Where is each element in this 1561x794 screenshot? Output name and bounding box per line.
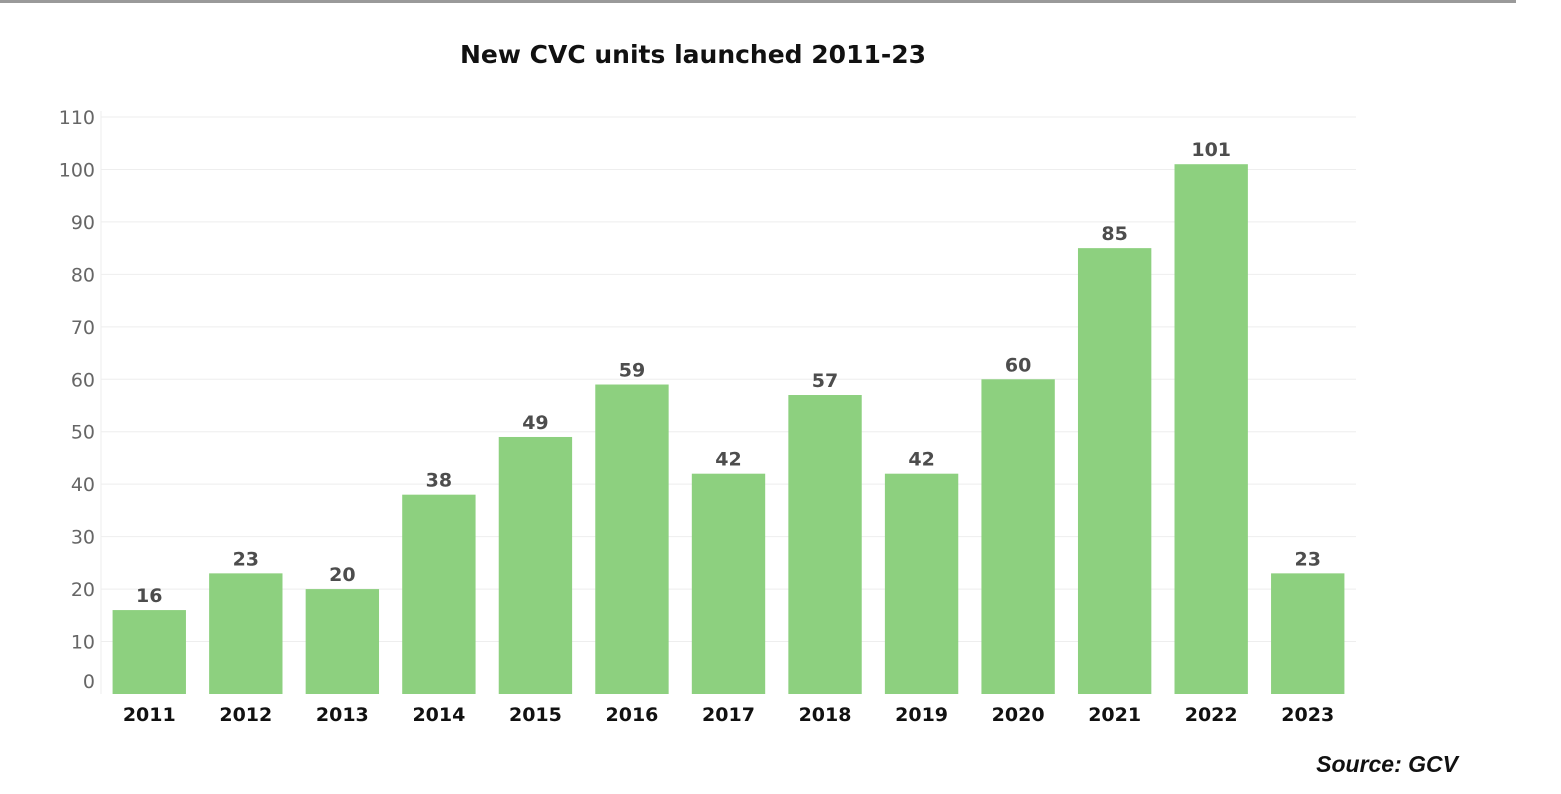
data-label: 20 xyxy=(329,564,355,586)
y-tick-label: 60 xyxy=(71,369,95,391)
bar-2014 xyxy=(402,494,476,694)
top-divider xyxy=(0,0,1516,3)
y-tick-label: 30 xyxy=(71,527,95,549)
bar-2023 xyxy=(1271,573,1345,694)
data-label: 57 xyxy=(812,370,838,392)
bar-2018 xyxy=(788,395,862,694)
data-label: 42 xyxy=(908,449,934,471)
x-tick-label: 2015 xyxy=(509,704,562,726)
data-labels: 16 23 20 38 49 59 42 57 42 60 85 101 23 xyxy=(136,139,1321,607)
bar-2019 xyxy=(884,473,959,694)
x-tick-label: 2014 xyxy=(412,704,465,726)
bar-2020 xyxy=(981,379,1055,694)
data-label: 85 xyxy=(1101,223,1127,245)
bar-2017 xyxy=(691,473,766,694)
chart-title: New CVC units launched 2011-23 xyxy=(459,40,927,69)
data-label: 23 xyxy=(233,548,259,570)
y-tick-label: 80 xyxy=(71,264,95,286)
bar-2012 xyxy=(209,573,283,694)
y-tick-label: 0 xyxy=(83,671,95,693)
y-tick-label: 40 xyxy=(71,474,95,496)
y-tick-label: 70 xyxy=(71,317,95,339)
data-label: 42 xyxy=(715,449,741,471)
y-tick-label: 90 xyxy=(71,212,95,234)
x-tick-label: 2012 xyxy=(219,704,272,726)
x-tick-label: 2020 xyxy=(992,704,1045,726)
y-tick-label: 50 xyxy=(71,422,95,444)
source-note: Source: GCV xyxy=(1316,751,1458,777)
y-tick-label: 10 xyxy=(71,632,95,654)
y-axis: 0 10 20 30 40 50 60 70 80 90 100 110 xyxy=(59,107,95,693)
data-label: 38 xyxy=(426,470,452,492)
x-tick-label: 2011 xyxy=(123,704,176,726)
y-tick-label: 100 xyxy=(59,159,95,181)
x-tick-label: 2018 xyxy=(799,704,852,726)
x-tick-label: 2016 xyxy=(606,704,659,726)
bar-2011 xyxy=(112,610,186,694)
x-axis: 2011 2012 2013 2014 2015 2016 2017 2018 2019 2020… xyxy=(123,704,1334,726)
x-tick-label: 2013 xyxy=(316,704,369,726)
data-label: 49 xyxy=(522,412,548,434)
y-tick-label: 20 xyxy=(71,579,95,601)
data-label: 59 xyxy=(619,360,645,382)
data-label: 60 xyxy=(1005,354,1031,376)
data-label: 16 xyxy=(136,585,162,607)
x-tick-label: 2023 xyxy=(1281,704,1334,726)
bar-2016 xyxy=(595,384,669,694)
bar-2022 xyxy=(1174,164,1248,694)
x-tick-label: 2021 xyxy=(1088,704,1141,726)
x-tick-label: 2017 xyxy=(702,704,755,726)
x-tick-label: 2022 xyxy=(1185,704,1238,726)
x-tick-label: 2019 xyxy=(895,704,948,726)
y-tick-label: 110 xyxy=(59,107,95,129)
bar-2021 xyxy=(1077,248,1152,695)
data-label: 101 xyxy=(1191,139,1231,161)
data-label: 23 xyxy=(1295,548,1321,570)
bars xyxy=(112,164,1345,695)
bar-2013 xyxy=(305,589,380,694)
bar-2015 xyxy=(498,436,573,694)
